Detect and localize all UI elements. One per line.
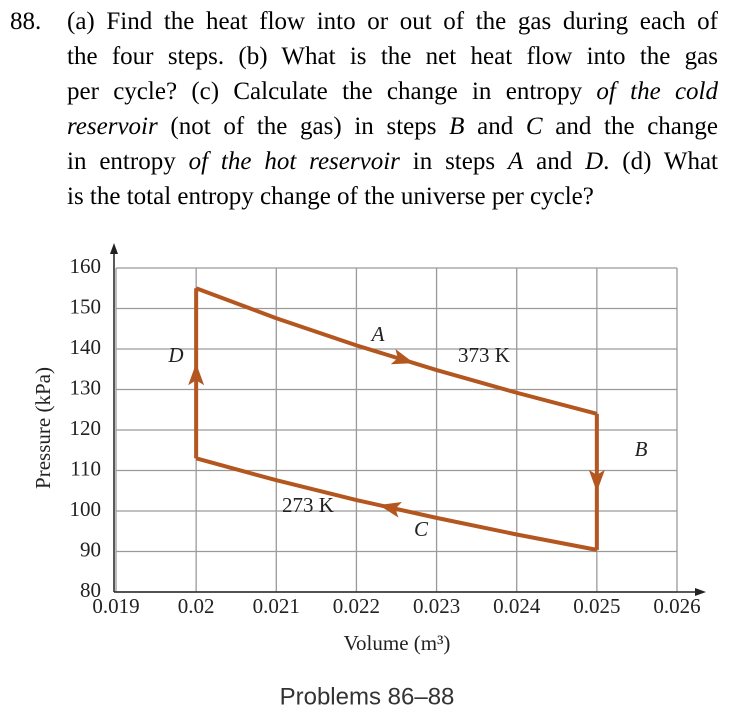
problem-text: (a) Find the heat flow into or out of th…: [67, 4, 718, 214]
text-line: is the total entropy change of the unive…: [67, 179, 718, 214]
y-tick-label: 90: [80, 537, 101, 561]
text-segment: the four steps. (b) What is the net heat…: [67, 43, 718, 70]
temperature-label: 273 K: [282, 493, 334, 517]
text-segment: C: [525, 113, 543, 140]
text-segment: in entropy: [67, 148, 189, 175]
step-label: D: [167, 343, 183, 367]
y-tick-label: 130: [70, 375, 102, 399]
y-tick-label: 120: [70, 416, 102, 440]
x-tick-label: 0.022: [333, 594, 380, 618]
text-segment: (not of the gas) in steps: [157, 113, 450, 140]
text-segment: A: [507, 148, 524, 175]
text-segment: of the hot reservoir: [188, 148, 400, 175]
direction-arrow: [588, 469, 605, 492]
text-segment: per cycle? (c) Calculate the change in e…: [67, 78, 597, 105]
text-line: (a) Find the heat flow into or out of th…: [67, 4, 718, 39]
x-axis-arrow: [695, 588, 706, 596]
text-line: per cycle? (c) Calculate the change in e…: [67, 74, 718, 109]
x-tick-label: 0.019: [92, 594, 139, 618]
text-segment: and the change: [542, 113, 718, 140]
x-tick-label: 0.026: [653, 594, 700, 618]
text-segment: (a) Find the heat flow into or out of th…: [67, 8, 718, 35]
x-tick-label: 0.025: [573, 594, 620, 618]
y-tick-label: 150: [70, 294, 102, 318]
y-axis-label: Pressure (kPa): [31, 367, 55, 489]
step-label: C: [414, 517, 429, 541]
x-tick-label: 0.024: [493, 594, 541, 618]
series-line: [195, 286, 598, 416]
x-tick-label: 0.023: [413, 594, 460, 618]
x-axis-label: Volume (m³): [344, 631, 451, 655]
text-segment: in steps: [399, 148, 508, 175]
text-line: the four steps. (b) What is the net heat…: [67, 39, 718, 74]
y-tick-label: 80: [80, 578, 101, 602]
text-segment: and: [464, 113, 526, 140]
y-axis-arrow: [110, 243, 118, 254]
text-segment: reservoir: [67, 113, 158, 140]
text-segment: B: [449, 113, 465, 140]
y-tick-label: 160: [70, 254, 102, 278]
caption: Problems 86–88: [280, 683, 455, 710]
text-segment: of the cold: [596, 78, 719, 105]
direction-arrow: [188, 363, 205, 386]
text-segment: D: [585, 148, 604, 175]
text-segment: is the total entropy change of the unive…: [67, 183, 594, 210]
step-label: A: [370, 322, 385, 346]
series-line: [195, 456, 598, 552]
text-segment: and: [523, 148, 586, 175]
y-tick-label: 140: [70, 335, 102, 359]
y-tick-label: 110: [70, 456, 101, 480]
direction-arrow: [378, 501, 402, 518]
problem-number: 88.: [10, 8, 42, 35]
text-segment: . (d) What: [603, 148, 718, 175]
step-label: B: [635, 437, 648, 461]
direction-arrow: [390, 348, 415, 365]
x-tick-label: 0.021: [253, 594, 300, 618]
text-line: in entropy of the hot reservoir in steps…: [67, 144, 718, 179]
x-tick-label: 0.02: [178, 594, 215, 618]
temperature-label: 373 K: [458, 343, 510, 367]
y-tick-label: 100: [70, 497, 102, 521]
text-line: reservoir (not of the gas) in steps B an…: [67, 109, 718, 144]
